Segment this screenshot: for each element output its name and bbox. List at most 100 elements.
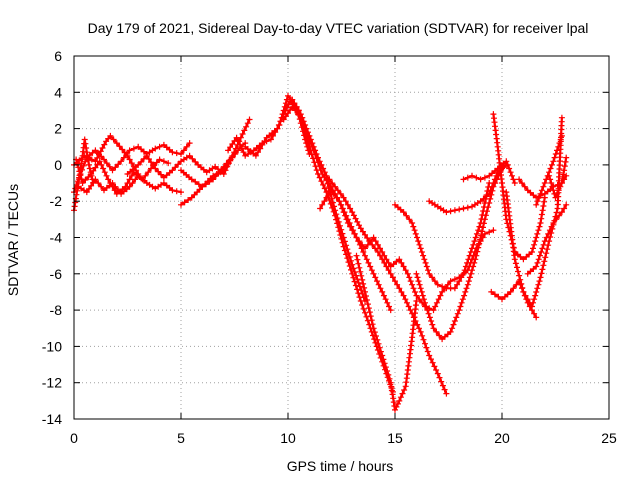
data-point <box>246 116 253 123</box>
data-point <box>106 163 113 170</box>
data-point <box>186 152 193 159</box>
data-point <box>338 201 345 208</box>
data-point <box>470 263 477 270</box>
data-point <box>126 176 133 183</box>
data-point <box>518 280 525 287</box>
data-point <box>540 241 547 248</box>
data-point <box>374 241 381 248</box>
data-point <box>353 252 360 259</box>
data-point <box>316 158 323 165</box>
data-point <box>275 122 282 128</box>
data-point <box>109 183 116 190</box>
data-point <box>77 172 84 179</box>
data-point <box>350 212 357 219</box>
data-point <box>192 178 199 185</box>
data-point <box>476 240 483 247</box>
y-tick-label: -8 <box>50 302 63 318</box>
data-point <box>79 180 86 186</box>
data-point <box>471 259 478 266</box>
y-tick-label: 6 <box>54 48 62 64</box>
data-point <box>283 104 290 111</box>
data-point <box>558 132 565 139</box>
data-point <box>447 208 454 215</box>
data-point <box>557 183 564 190</box>
data-point <box>379 249 386 255</box>
data-point <box>554 190 561 197</box>
data-point <box>535 256 542 263</box>
y-tick-label: -6 <box>50 266 63 282</box>
data-point <box>364 235 371 241</box>
data-point <box>334 187 341 194</box>
data-point <box>507 288 514 295</box>
data-point <box>85 174 92 180</box>
data-point <box>563 201 570 208</box>
data-point <box>259 141 266 148</box>
data-point <box>101 156 107 163</box>
data-point <box>400 263 407 270</box>
data-point <box>381 360 388 367</box>
y-tick-label: 0 <box>54 157 62 173</box>
data-point <box>421 256 428 263</box>
data-point <box>311 159 318 166</box>
data-point <box>477 236 484 243</box>
data-point <box>303 125 310 132</box>
data-point <box>486 200 493 206</box>
data-point <box>533 314 540 321</box>
data-point <box>550 158 557 165</box>
data-point <box>329 199 336 206</box>
data-point <box>531 296 538 303</box>
data-point <box>425 310 432 317</box>
data-point <box>398 259 405 266</box>
data-point <box>540 203 547 209</box>
data-point <box>348 257 354 264</box>
data-point <box>239 131 246 137</box>
series-8 <box>178 151 238 190</box>
data-point <box>519 180 525 187</box>
data-point <box>359 276 366 283</box>
data-point <box>307 136 314 143</box>
data-point <box>419 332 426 339</box>
data-point <box>227 144 234 151</box>
data-point <box>377 285 384 292</box>
y-axis-label: SDTVAR / TECUs <box>5 184 21 296</box>
data-point <box>425 267 431 274</box>
data-point <box>464 259 471 266</box>
data-point <box>426 314 433 321</box>
data-point <box>423 344 430 351</box>
data-point <box>537 190 544 197</box>
data-point <box>397 394 404 401</box>
data-point <box>538 249 545 255</box>
data-point <box>111 187 118 194</box>
data-point <box>396 397 403 404</box>
data-point <box>107 180 114 187</box>
data-point <box>337 190 344 197</box>
data-point <box>82 140 89 147</box>
data-point <box>556 140 563 147</box>
series-trace <box>526 203 568 275</box>
data-point <box>94 154 101 161</box>
data-point <box>538 215 545 222</box>
data-point <box>178 201 184 208</box>
data-point <box>460 176 467 183</box>
data-point <box>389 274 396 281</box>
data-point <box>520 288 527 295</box>
data-point <box>120 154 127 161</box>
data-point <box>401 387 408 393</box>
data-point <box>531 310 538 317</box>
data-point <box>315 154 321 161</box>
series-20 <box>490 111 548 263</box>
data-point <box>546 172 553 179</box>
data-point <box>349 261 356 268</box>
data-point <box>382 296 389 303</box>
data-point <box>418 288 425 295</box>
data-point <box>534 198 541 205</box>
series-19 <box>460 158 518 186</box>
data-point <box>552 151 559 157</box>
data-point <box>195 181 202 188</box>
data-point <box>295 107 302 114</box>
data-point <box>433 328 440 335</box>
data-point <box>180 147 187 154</box>
data-point <box>206 178 213 185</box>
data-point <box>165 160 172 167</box>
data-point <box>469 245 475 252</box>
